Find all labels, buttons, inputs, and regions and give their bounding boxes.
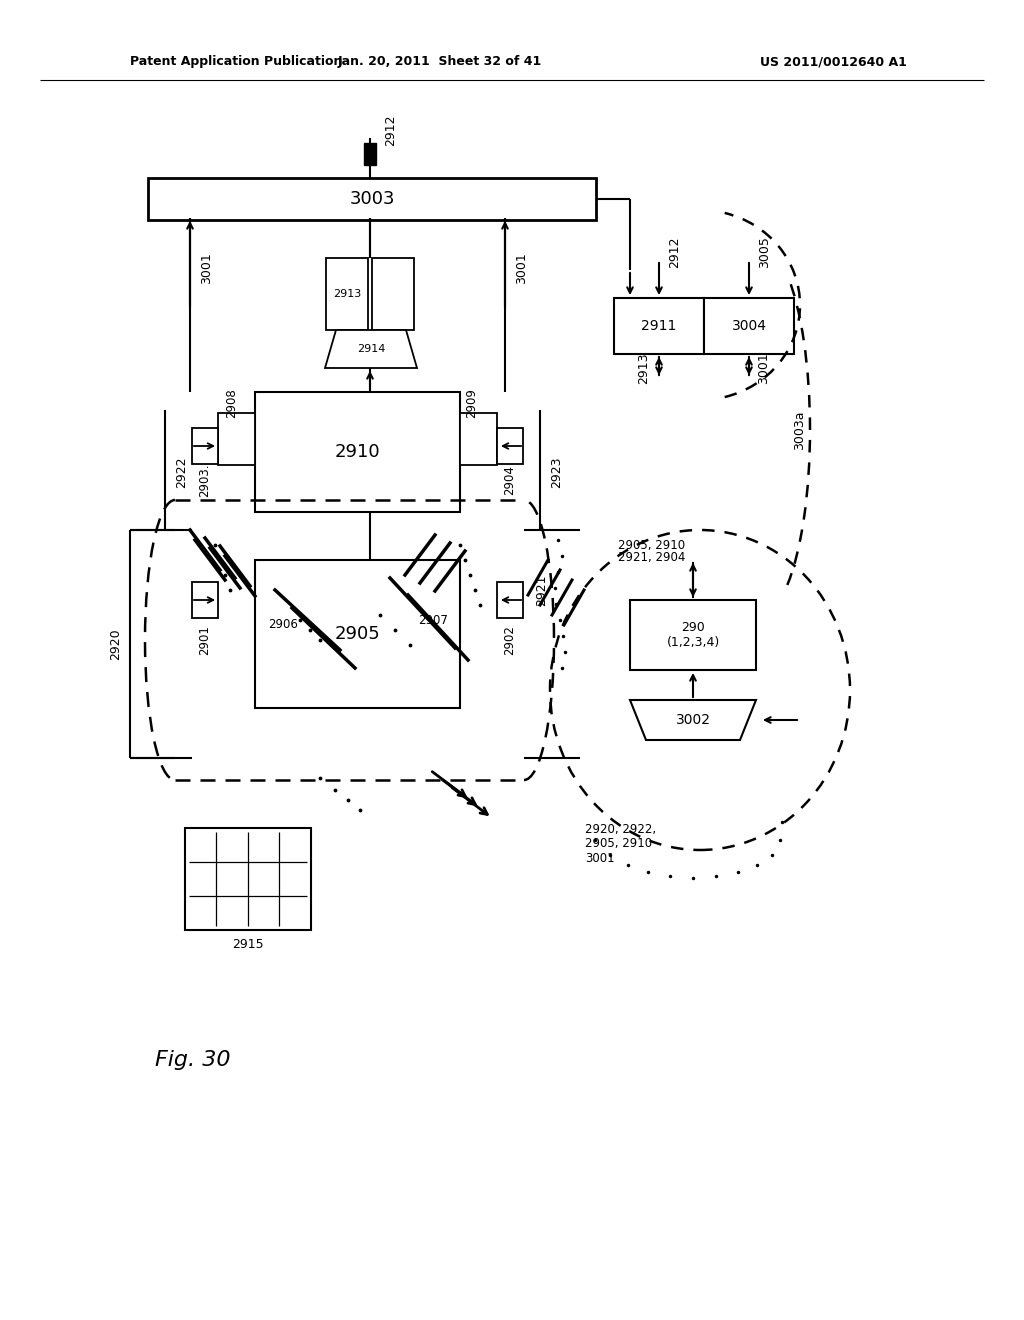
Bar bbox=[148, 178, 596, 220]
Bar bbox=[193, 428, 218, 465]
Text: 2923: 2923 bbox=[550, 457, 563, 488]
Text: 2905: 2905 bbox=[335, 624, 380, 643]
Bar bbox=[218, 413, 255, 465]
Text: 2913: 2913 bbox=[333, 289, 361, 300]
Bar bbox=[364, 143, 376, 165]
Text: Patent Application Publication: Patent Application Publication bbox=[130, 55, 342, 69]
Text: 2904: 2904 bbox=[504, 465, 516, 495]
Text: 2922: 2922 bbox=[175, 457, 188, 488]
Bar bbox=[255, 392, 460, 512]
Text: 2913: 2913 bbox=[637, 352, 650, 384]
Bar bbox=[185, 828, 311, 931]
Text: 2911: 2911 bbox=[641, 319, 677, 333]
Text: 2902: 2902 bbox=[504, 626, 516, 655]
Text: 2905, 2910: 2905, 2910 bbox=[585, 837, 652, 850]
Bar bbox=[630, 601, 756, 671]
Text: US 2011/0012640 A1: US 2011/0012640 A1 bbox=[760, 55, 907, 69]
Bar bbox=[326, 257, 368, 330]
Text: 3002: 3002 bbox=[676, 713, 711, 727]
Text: 2914: 2914 bbox=[356, 345, 385, 354]
Text: 2912: 2912 bbox=[668, 236, 681, 268]
Text: 2905, 2910: 2905, 2910 bbox=[618, 539, 685, 552]
Text: Fig. 30: Fig. 30 bbox=[155, 1049, 230, 1071]
Bar bbox=[614, 298, 705, 354]
Text: 2907: 2907 bbox=[418, 614, 449, 627]
Text: 290
(1,2,3,4): 290 (1,2,3,4) bbox=[667, 620, 720, 649]
Text: Jan. 20, 2011  Sheet 32 of 41: Jan. 20, 2011 Sheet 32 of 41 bbox=[338, 55, 542, 69]
Text: 2909: 2909 bbox=[466, 388, 478, 418]
Text: 2920: 2920 bbox=[110, 628, 123, 660]
Text: 2903.: 2903. bbox=[199, 463, 212, 496]
Text: 3004: 3004 bbox=[731, 319, 767, 333]
Text: 3001: 3001 bbox=[515, 252, 528, 284]
Bar bbox=[372, 257, 414, 330]
Polygon shape bbox=[630, 700, 756, 741]
Bar bbox=[193, 582, 218, 618]
Text: 2915: 2915 bbox=[232, 937, 264, 950]
Text: 3003a: 3003a bbox=[793, 411, 806, 450]
Text: 3001: 3001 bbox=[585, 851, 614, 865]
Bar bbox=[460, 413, 497, 465]
Polygon shape bbox=[325, 330, 417, 368]
Bar bbox=[497, 428, 523, 465]
Text: 2920, 2922,: 2920, 2922, bbox=[585, 824, 656, 837]
Text: 3001: 3001 bbox=[757, 352, 770, 384]
Text: 3003: 3003 bbox=[349, 190, 394, 209]
Text: 3001: 3001 bbox=[200, 252, 213, 284]
Bar bbox=[497, 582, 523, 618]
Text: 3005: 3005 bbox=[758, 236, 771, 268]
Bar bbox=[255, 560, 460, 708]
Text: 2908: 2908 bbox=[225, 388, 239, 418]
Text: 2910: 2910 bbox=[335, 444, 380, 461]
Text: 2901: 2901 bbox=[199, 626, 212, 655]
Text: 2921, 2904: 2921, 2904 bbox=[618, 552, 685, 565]
Bar bbox=[705, 298, 794, 354]
Text: 2906: 2906 bbox=[268, 619, 298, 631]
Text: 2921: 2921 bbox=[535, 574, 548, 606]
Text: 2912: 2912 bbox=[384, 115, 397, 145]
